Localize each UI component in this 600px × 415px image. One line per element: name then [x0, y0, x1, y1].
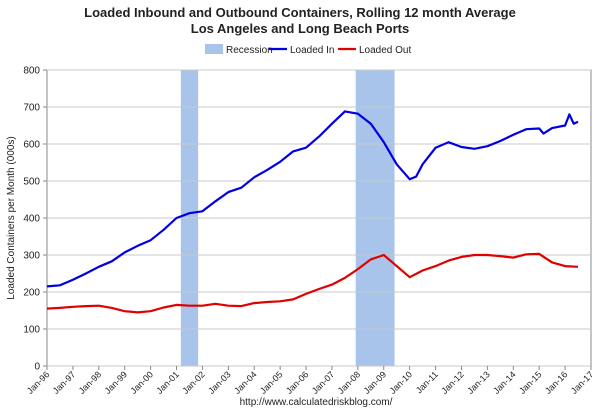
x-tick-label: Jan-96 [25, 369, 52, 396]
legend: Recession Loaded In Loaded Out [205, 44, 411, 56]
legend-label: Loaded Out [359, 45, 411, 56]
y-tick-label: 500 [23, 177, 40, 188]
y-axis-label: Loaded Containers per Month (000s) [6, 136, 17, 299]
y-tick-label: 0 [34, 362, 40, 373]
x-tick-label: Jan-11 [414, 369, 440, 395]
x-tick-label: Jan-08 [336, 369, 363, 396]
x-tick-label: Jan-10 [388, 369, 415, 396]
y-tick-label: 800 [23, 66, 40, 77]
x-tick-label: Jan-17 [569, 369, 596, 396]
x-tick-label: Jan-12 [439, 369, 466, 396]
legend-label: Recession [226, 45, 273, 56]
footer-url: http://www.calculatedriskblog.com/ [240, 397, 393, 408]
series-line-loaded-in [46, 110, 579, 288]
x-tick-label: Jan-01 [154, 369, 181, 396]
x-tick-label: Jan-02 [180, 369, 207, 396]
x-tick-label: Jan-14 [491, 369, 518, 396]
x-tick-label: Jan-07 [310, 369, 337, 396]
x-axis: Jan-96 Jan-97 Jan-98 Jan-99 Jan-00 Jan-01 Jan-… [25, 366, 596, 396]
y-tick-label: 700 [23, 103, 40, 114]
y-tick-label: 300 [23, 251, 40, 262]
y-tick-label: 600 [23, 140, 40, 151]
x-tick-label: Jan-98 [77, 369, 104, 396]
x-tick-label: Jan-16 [543, 369, 570, 396]
x-tick-label: Jan-06 [284, 369, 311, 396]
chart-title: Loaded Inbound and Outbound Containers, … [84, 5, 516, 20]
x-tick-label: Jan-04 [232, 369, 259, 396]
x-tick-label: Jan-15 [517, 369, 544, 396]
x-tick-label: Jan-03 [206, 369, 233, 396]
x-tick-label: Jan-97 [51, 369, 78, 396]
x-tick-label: Jan-09 [362, 369, 389, 396]
chart-subtitle: Los Angeles and Long Beach Ports [191, 21, 409, 36]
y-tick-label: 400 [23, 214, 40, 225]
y-tick-label: 100 [23, 325, 40, 336]
x-tick-label: Jan-05 [258, 369, 285, 396]
y-axis: 0 100 200 300 400 500 600 700 800 [23, 66, 47, 373]
gridlines [47, 69, 591, 367]
series-line-loaded-out [46, 252, 579, 314]
x-tick-label: Jan-13 [465, 369, 492, 396]
x-tick-label: Jan-99 [103, 369, 130, 396]
legend-swatch-recession [205, 44, 223, 54]
y-tick-label: 200 [23, 288, 40, 299]
x-tick-label: Jan-00 [128, 369, 155, 396]
legend-label: Loaded In [290, 45, 335, 56]
series-lines [46, 110, 579, 314]
